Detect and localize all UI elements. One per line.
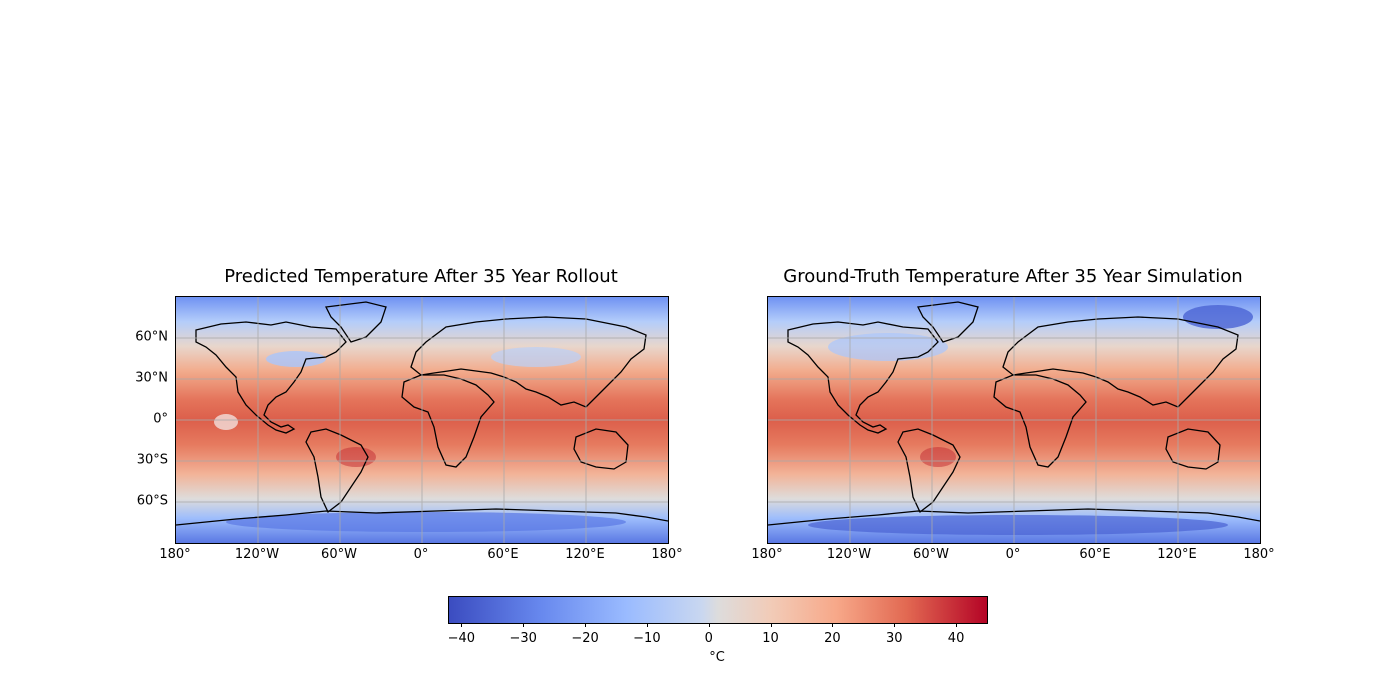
colorbar-tick-label: −30 <box>509 631 537 646</box>
colorbar-tick-mark <box>523 623 525 627</box>
x-tick-right-0: 0° <box>1005 547 1021 562</box>
colorbar-tick-mark <box>646 623 648 627</box>
x-tick-left-180w: 180° <box>159 547 191 562</box>
x-tick-right-120e: 120°E <box>1157 547 1197 562</box>
x-tick-left-180e: 180° <box>651 547 683 562</box>
colorbar-tick-mark <box>832 623 834 627</box>
map-title-ground-truth: Ground-Truth Temperature After 35 Year S… <box>783 266 1243 287</box>
colorbar-tick-mark <box>708 623 710 627</box>
map-predicted <box>175 296 669 544</box>
colorbar-tick-label: 0 <box>704 631 713 646</box>
x-tick-right-60e: 60°E <box>1079 547 1111 562</box>
y-tick-30s: 30°S <box>136 452 168 468</box>
x-tick-right-180e: 180° <box>1243 547 1275 562</box>
colorbar-tick-mark <box>461 623 463 627</box>
colorbar-tick-label: 20 <box>824 631 841 646</box>
y-tick-30n: 30°N <box>135 370 168 386</box>
colorbar-tick-label: 30 <box>885 631 903 646</box>
x-tick-left-120w: 120°W <box>234 547 280 562</box>
colorbar-tick-label: 10 <box>762 631 779 646</box>
colorbar-tick-mark <box>770 623 772 627</box>
colorbar-tick-label: −10 <box>633 631 661 646</box>
x-tick-left-120e: 120°E <box>565 547 605 562</box>
y-tick-0: 0° <box>153 411 168 427</box>
colorbar-tick-mark <box>585 623 587 627</box>
colorbar <box>448 596 988 624</box>
x-tick-left-60w: 60°W <box>321 547 357 562</box>
colorbar-label: °C <box>709 650 725 665</box>
x-tick-left-60e: 60°E <box>487 547 519 562</box>
colorbar-tick-label: −20 <box>571 631 599 646</box>
y-tick-60n: 60°N <box>135 329 168 345</box>
map-ground-truth <box>767 296 1261 544</box>
x-tick-right-180w: 180° <box>751 547 783 562</box>
map-title-predicted: Predicted Temperature After 35 Year Roll… <box>224 266 618 287</box>
y-tick-60s: 60°S <box>136 493 168 509</box>
x-tick-left-0: 0° <box>413 547 429 562</box>
x-tick-right-60w: 60°W <box>913 547 949 562</box>
x-tick-right-120w: 120°W <box>826 547 872 562</box>
colorbar-tick-mark <box>956 623 958 627</box>
colorbar-tick-label: −40 <box>447 631 476 646</box>
colorbar-tick-mark <box>894 623 896 627</box>
colorbar-tick-label: 40 <box>947 631 965 646</box>
